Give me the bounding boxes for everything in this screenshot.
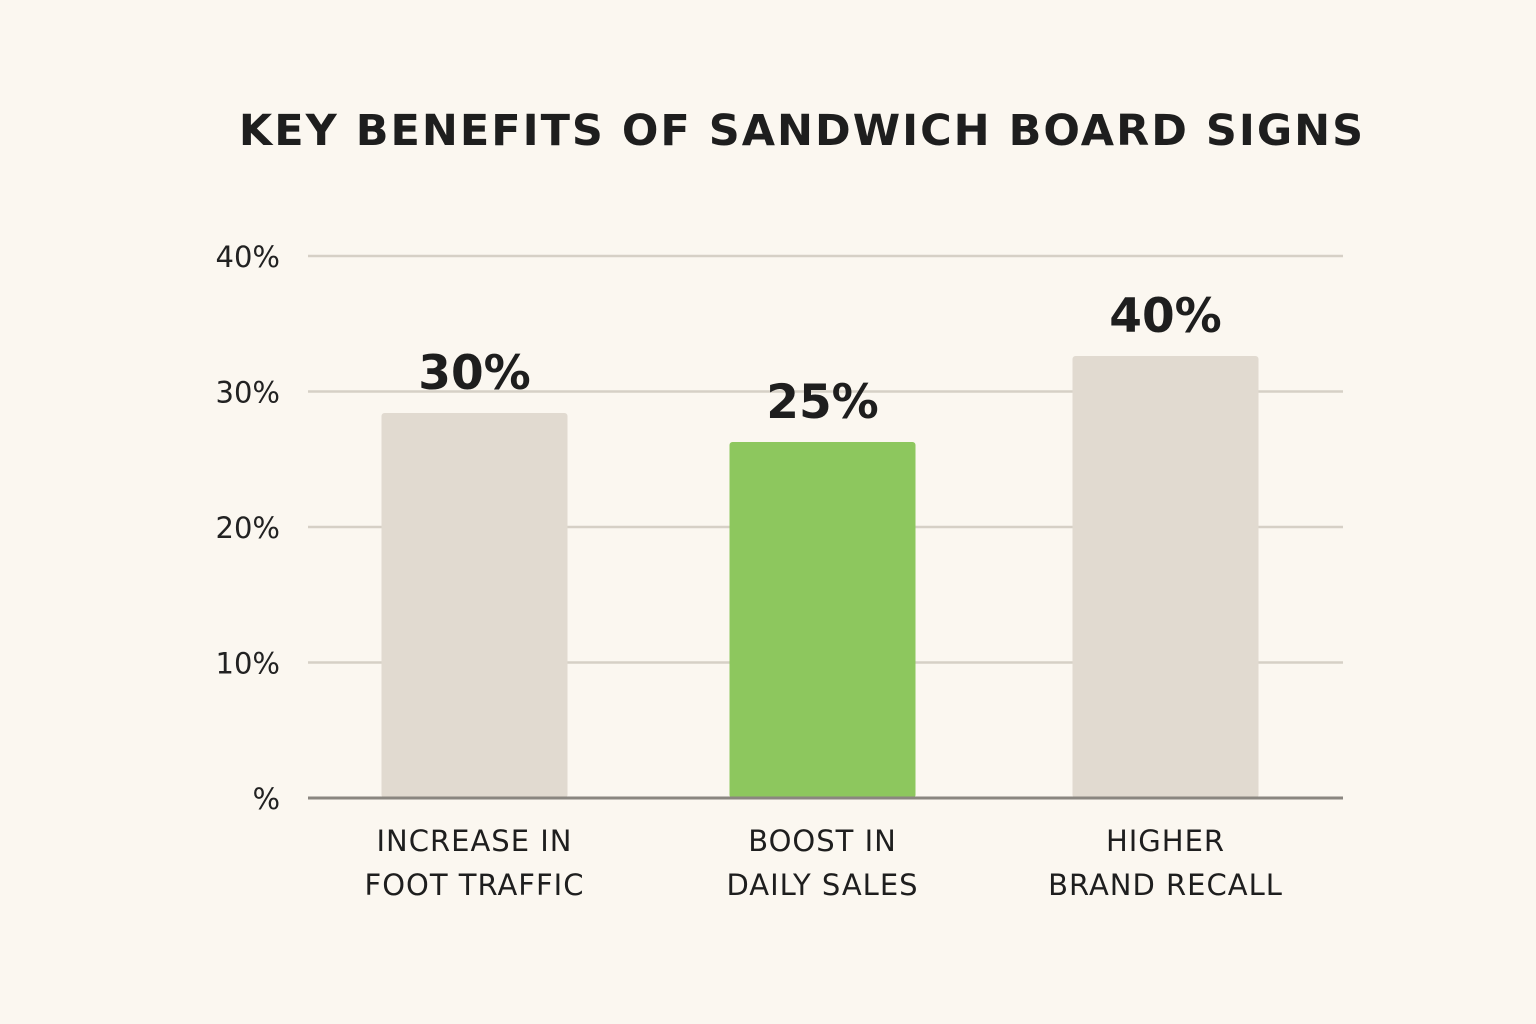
y-tick-label-4: 40% — [216, 240, 280, 274]
y-tick-label-2: 20% — [216, 511, 280, 545]
bars — [381, 356, 1259, 798]
bar-1 — [729, 442, 916, 798]
y-axis-ticks: % 10% 20% 30% 40% — [216, 240, 280, 816]
category-label-2-line-1: BRAND RECALL — [1048, 868, 1283, 902]
bar-0 — [381, 413, 568, 798]
category-labels: INCREASE IN FOOT TRAFFIC BOOST IN DAILY SAL… — [365, 824, 1283, 902]
category-label-0-line-0: INCREASE IN — [376, 824, 572, 858]
y-tick-label-3: 30% — [216, 376, 280, 410]
category-label-1-line-1: DAILY SALES — [726, 868, 918, 902]
data-label-2: 40% — [1109, 289, 1222, 344]
data-labels: 30% 25% 40% — [418, 289, 1222, 430]
y-tick-label-0: % — [252, 782, 280, 816]
chart-title: KEY BENEFITS OF SANDWICH BOARD SIGNS — [239, 106, 1365, 156]
y-tick-label-1: 10% — [216, 647, 280, 681]
category-label-1-line-0: BOOST IN — [748, 824, 897, 858]
category-label-2-line-0: HIGHER — [1106, 824, 1225, 858]
data-label-1: 25% — [766, 375, 879, 430]
category-label-0-line-1: FOOT TRAFFIC — [365, 868, 585, 902]
bar-2 — [1072, 356, 1259, 798]
data-label-0: 30% — [418, 346, 531, 401]
